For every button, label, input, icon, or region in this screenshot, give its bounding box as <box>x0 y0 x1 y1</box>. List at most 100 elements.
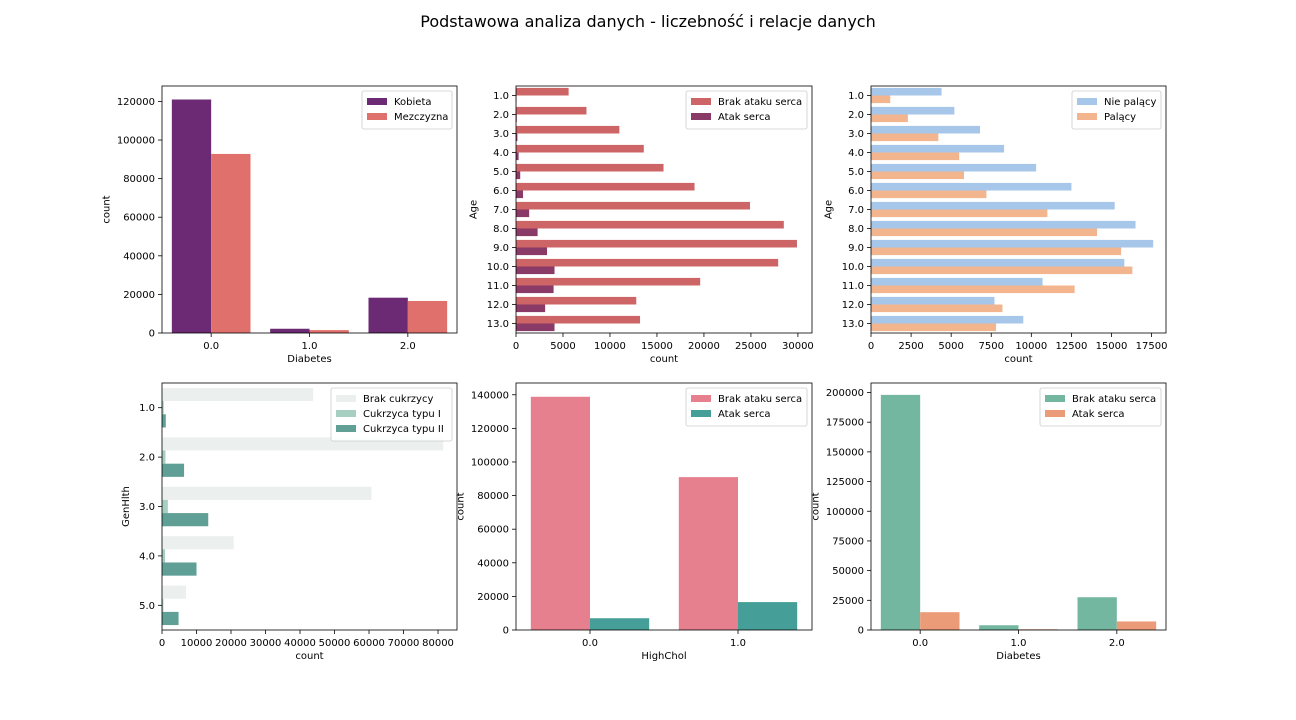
y-tick-label: 6.0 <box>493 186 509 197</box>
x-axis-label: count <box>650 354 678 365</box>
bar-atak-serca-5.0 <box>516 171 521 180</box>
y-axis-label: Age <box>823 200 834 219</box>
legend-label: Brak ataku serca <box>1072 394 1156 405</box>
x-tick-label: 7500 <box>979 341 1004 352</box>
x-axis-label: count <box>295 651 323 662</box>
y-tick-label: 7.0 <box>493 205 509 216</box>
bar-cukrzyca-typu-ii-4.0 <box>162 562 197 576</box>
bar-palący-6.0 <box>871 190 987 199</box>
x-tick-label: 20000 <box>688 341 720 352</box>
bar-brak-ataku-serca-0.0 <box>880 394 921 630</box>
legend-swatch <box>691 395 711 402</box>
y-tick-label: 12.0 <box>487 300 509 311</box>
x-tick-label: 5000 <box>550 341 575 352</box>
y-tick-label: 2.0 <box>848 110 864 121</box>
legend-label: Kobieta <box>394 97 432 108</box>
y-tick-label: 0 <box>149 329 155 340</box>
y-tick-label: 4.0 <box>493 148 509 159</box>
y-tick-label: 0 <box>858 626 864 637</box>
x-tick-label: 0.0 <box>912 638 928 649</box>
x-tick-label: 15000 <box>641 341 673 352</box>
x-axis-label: Diabetes <box>996 651 1040 662</box>
bar-nie-palący-11.0 <box>871 277 1043 286</box>
x-tick-label: 80000 <box>422 638 454 649</box>
y-tick-label: 200000 <box>826 388 864 399</box>
y-tick-label: 4.0 <box>139 551 155 562</box>
bar-mezczyzna-0.0 <box>211 153 251 333</box>
y-tick-label: 9.0 <box>848 243 864 254</box>
x-tick-label: 50000 <box>319 638 351 649</box>
y-tick-label: 40000 <box>477 558 509 569</box>
legend-label: Nie palący <box>1104 97 1156 108</box>
bar-brak-ataku-serca-9.0 <box>516 239 797 248</box>
bar-palący-1.0 <box>871 95 891 104</box>
bar-palący-2.0 <box>871 114 908 123</box>
legend-label: Brak cukrzycy <box>363 394 433 405</box>
bar-palący-4.0 <box>871 152 960 161</box>
y-tick-label: 3.0 <box>848 129 864 140</box>
y-tick-label: 175000 <box>826 418 864 429</box>
bar-palący-13.0 <box>871 323 997 332</box>
chart-2: 0 5000 10000 15000 20000 25000 30000 1.0 2.0 3.0 4… <box>468 85 814 365</box>
y-tick-label: 13.0 <box>487 319 509 330</box>
y-tick-label: 10.0 <box>487 262 509 273</box>
y-tick-label: 7.0 <box>848 205 864 216</box>
legend-label: Brak ataku serca <box>718 394 802 405</box>
bar-atak-serca-1.0 <box>738 602 798 630</box>
bar-brak-cukrzycy-4.0 <box>162 536 234 550</box>
y-tick-label: 60000 <box>477 525 509 536</box>
legend-swatch <box>1077 113 1097 120</box>
bar-mezczyzna-1.0 <box>309 330 349 333</box>
bar-cukrzyca-typu-i-1.0 <box>162 401 164 415</box>
y-tick-label: 40000 <box>123 251 155 262</box>
x-tick-label: 25000 <box>735 341 767 352</box>
bar-brak-ataku-serca-3.0 <box>516 125 620 134</box>
y-tick-label: 100000 <box>471 457 509 468</box>
legend-label: Palący <box>1104 112 1136 123</box>
legend-swatch <box>1077 98 1097 105</box>
bar-atak-serca-6.0 <box>516 190 524 199</box>
bar-palący-8.0 <box>871 228 1098 237</box>
y-tick-label: 50000 <box>832 566 864 577</box>
bar-atak-serca-0.0 <box>590 618 650 630</box>
bar-cukrzyca-typu-ii-1.0 <box>162 414 166 428</box>
legend: Brak cukrzycy Cukrzyca typu I Cukrzyca typ… <box>330 387 453 442</box>
bar-palący-11.0 <box>871 285 1075 294</box>
legend-swatch <box>1045 395 1065 402</box>
y-tick-label: 8.0 <box>493 224 509 235</box>
y-axis-label: count <box>811 492 822 520</box>
bar-nie-palący-9.0 <box>871 239 1154 248</box>
legend-box <box>685 90 808 130</box>
bar-palący-3.0 <box>871 133 939 142</box>
legend: Nie palący Palący <box>1071 90 1162 130</box>
legend-label: Atak serca <box>718 409 771 420</box>
y-tick-label: 80000 <box>123 174 155 185</box>
bar-kobieta-1.0 <box>270 328 310 333</box>
legend-label: Brak ataku serca <box>718 97 802 108</box>
bar-brak-cukrzycy-1.0 <box>162 387 314 402</box>
bar-nie-palący-2.0 <box>871 106 955 115</box>
axes-frame <box>161 382 458 631</box>
y-tick-label: 11.0 <box>842 281 864 292</box>
bar-brak-cukrzycy-5.0 <box>162 585 187 599</box>
y-axis-label: Age <box>468 200 479 219</box>
bar-brak-ataku-serca-5.0 <box>516 163 664 172</box>
y-tick-label: 5.0 <box>493 167 509 178</box>
y-tick-label: 1.0 <box>848 91 864 102</box>
x-tick-label: 17500 <box>1136 341 1168 352</box>
bar-cukrzyca-typu-ii-2.0 <box>162 463 185 477</box>
bar-brak-ataku-serca-0.0 <box>530 396 590 630</box>
bar-atak-serca-12.0 <box>516 304 546 313</box>
bar-brak-ataku-serca-1.0 <box>678 477 738 630</box>
legend-label: Mezczyzna <box>394 112 448 123</box>
y-axis-label: count <box>102 195 113 223</box>
y-tick-label: 100000 <box>826 507 864 518</box>
x-tick-label: 2500 <box>898 341 923 352</box>
bar-cukrzyca-typu-ii-3.0 <box>162 513 209 527</box>
legend: Brak ataku serca Atak serca <box>685 90 808 130</box>
legend-label: Atak serca <box>718 112 771 123</box>
legend: Brak ataku serca Atak serca <box>1039 387 1162 427</box>
legend-swatch <box>691 113 711 120</box>
bar-cukrzyca-typu-i-3.0 <box>162 499 168 514</box>
x-tick-label: 20000 <box>215 638 247 649</box>
